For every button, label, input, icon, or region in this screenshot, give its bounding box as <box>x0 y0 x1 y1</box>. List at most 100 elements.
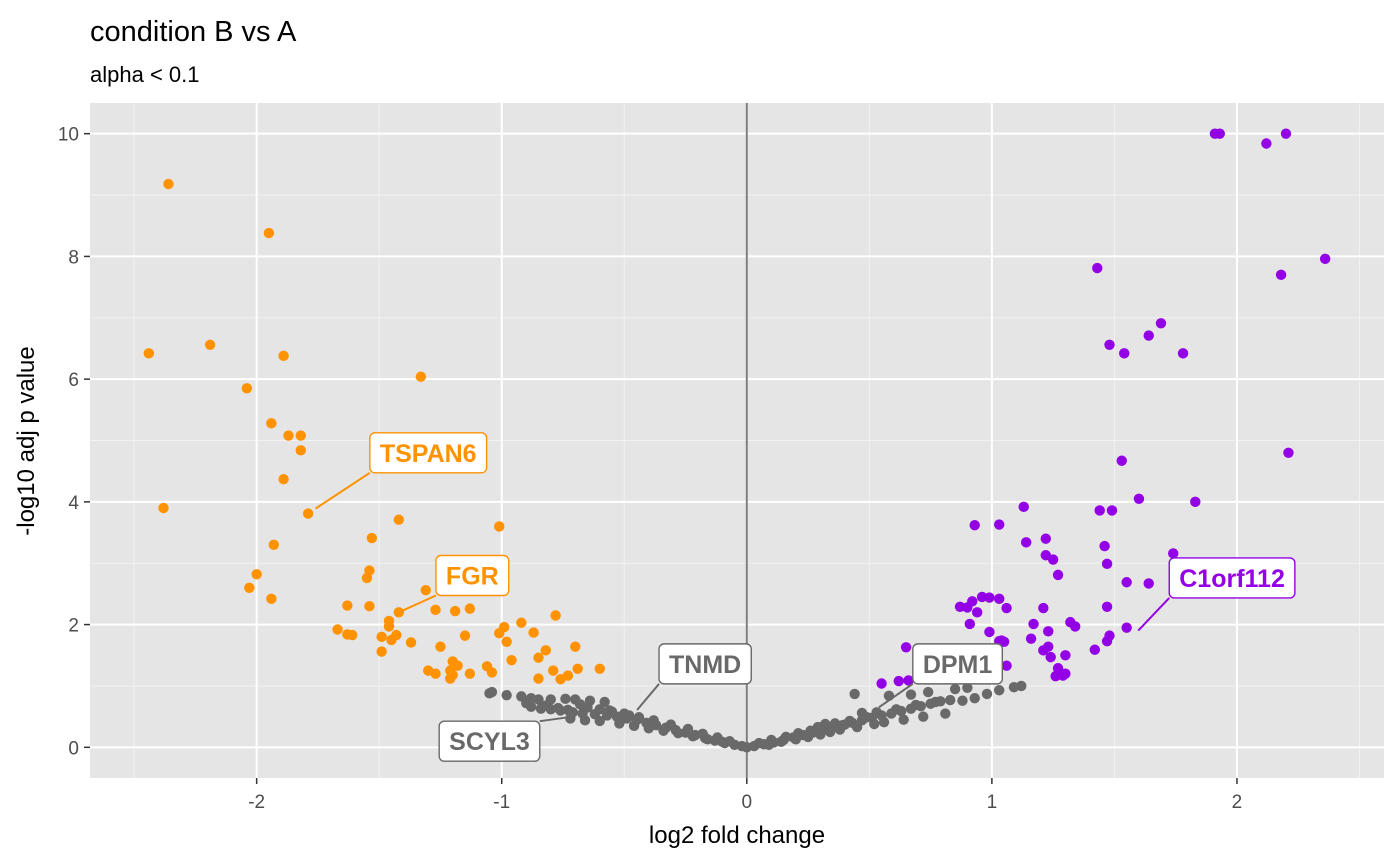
x-tick-label: 1 <box>987 792 998 813</box>
data-point-up <box>1001 660 1012 671</box>
data-point-down <box>550 610 561 621</box>
data-point-ns <box>851 721 863 733</box>
data-point-up <box>1214 128 1225 139</box>
data-point-ns <box>1016 680 1027 692</box>
data-point-down <box>332 624 343 635</box>
data-point-down <box>447 669 458 681</box>
data-point-down <box>464 668 476 679</box>
x-tick-label: -2 <box>248 792 265 813</box>
data-point-up <box>1168 548 1179 559</box>
gene-label-box <box>1168 557 1296 599</box>
data-point-up <box>1143 330 1154 341</box>
gene-label-box <box>658 643 752 685</box>
data-point-up <box>994 519 1005 530</box>
data-point-up <box>1092 262 1103 274</box>
data-point-ns <box>922 686 934 698</box>
data-point-down <box>405 637 417 648</box>
data-point-down <box>251 569 262 580</box>
data-point-ns <box>560 693 571 705</box>
data-point-ns <box>815 729 826 740</box>
data-point-up <box>962 602 973 613</box>
data-point-ns <box>871 707 882 718</box>
data-point-ns <box>672 728 684 739</box>
data-point-ns <box>905 689 917 700</box>
data-point-up <box>1319 253 1331 265</box>
data-point-up <box>1119 348 1130 359</box>
data-point-ns <box>562 704 574 716</box>
data-point-up <box>876 678 887 689</box>
data-point-up <box>964 618 976 630</box>
data-point-up <box>1116 455 1127 466</box>
data-point-ns <box>861 712 873 723</box>
data-point-ns <box>849 688 860 700</box>
data-point-down <box>420 585 431 596</box>
data-point-down <box>533 652 544 663</box>
data-point-up <box>1106 505 1118 516</box>
chart-subtitle: alpha < 0.1 <box>90 62 199 87</box>
data-point-down <box>449 605 461 617</box>
data-point-up <box>1121 577 1132 588</box>
x-axis-title: log2 fold change <box>649 822 825 849</box>
data-point-ns <box>717 736 728 747</box>
data-point-down <box>366 532 378 544</box>
data-point-up <box>994 593 1005 605</box>
data-point-ns <box>604 705 615 716</box>
data-point-ns <box>945 694 956 706</box>
data-point-down <box>516 617 527 628</box>
data-point-down <box>572 663 583 674</box>
data-point-ns <box>981 688 993 700</box>
gene-label-text: SCYL3 <box>449 728 530 756</box>
data-point-up <box>1028 618 1039 630</box>
data-point-up <box>984 626 995 638</box>
data-point-ns <box>930 696 941 708</box>
data-point-up <box>1047 554 1059 565</box>
data-point-down <box>501 636 512 647</box>
data-point-down <box>295 430 306 441</box>
data-point-ns <box>540 700 552 711</box>
data-point-up <box>1018 501 1029 512</box>
data-point-up <box>1280 128 1292 139</box>
x-tick-label: 0 <box>742 792 753 813</box>
y-tick-label: 10 <box>58 125 79 146</box>
data-point-ns <box>501 689 512 701</box>
data-point-up <box>998 636 1010 647</box>
gene-label-connector <box>878 683 914 709</box>
data-point-down <box>302 508 314 519</box>
data-point-down <box>540 645 552 656</box>
data-point-down <box>464 603 476 614</box>
data-point-ns <box>910 699 922 711</box>
gene-label-text: TSPAN6 <box>380 440 477 468</box>
data-point-ns <box>579 715 591 726</box>
gene-label-box <box>369 432 488 474</box>
data-point-up <box>1043 626 1054 637</box>
data-point-ns <box>658 725 669 736</box>
data-point-up <box>976 591 988 603</box>
data-point-up <box>969 519 980 531</box>
gene-label-box <box>912 643 1004 685</box>
gene-label-text: FGR <box>446 563 499 591</box>
y-tick-label: 2 <box>68 616 79 637</box>
data-point-down <box>158 502 169 514</box>
data-point-up <box>1020 537 1032 548</box>
data-point-up <box>1177 348 1189 359</box>
data-point-down <box>459 630 471 641</box>
axis-ticks: -2 -1 0 1 2 0 2 4 6 8 10 <box>58 125 1242 813</box>
data-point-ns <box>834 724 846 735</box>
data-point-ns <box>682 723 694 735</box>
gene-label-text: C1orf112 <box>1179 565 1285 593</box>
data-point-ns <box>533 694 544 705</box>
data-point-ns <box>802 731 814 743</box>
data-point-down <box>143 348 155 359</box>
data-point-ns <box>940 708 951 719</box>
x-tick-label: 2 <box>1232 792 1243 813</box>
data-point-up <box>903 675 914 686</box>
data-point-ns <box>962 682 973 693</box>
data-point-ns <box>623 710 635 721</box>
data-points <box>143 128 1331 753</box>
data-point-up <box>1133 493 1145 504</box>
data-point-up <box>1025 633 1037 644</box>
data-point-down <box>364 600 375 612</box>
data-point-ns <box>898 714 909 725</box>
data-point-down <box>533 673 544 684</box>
